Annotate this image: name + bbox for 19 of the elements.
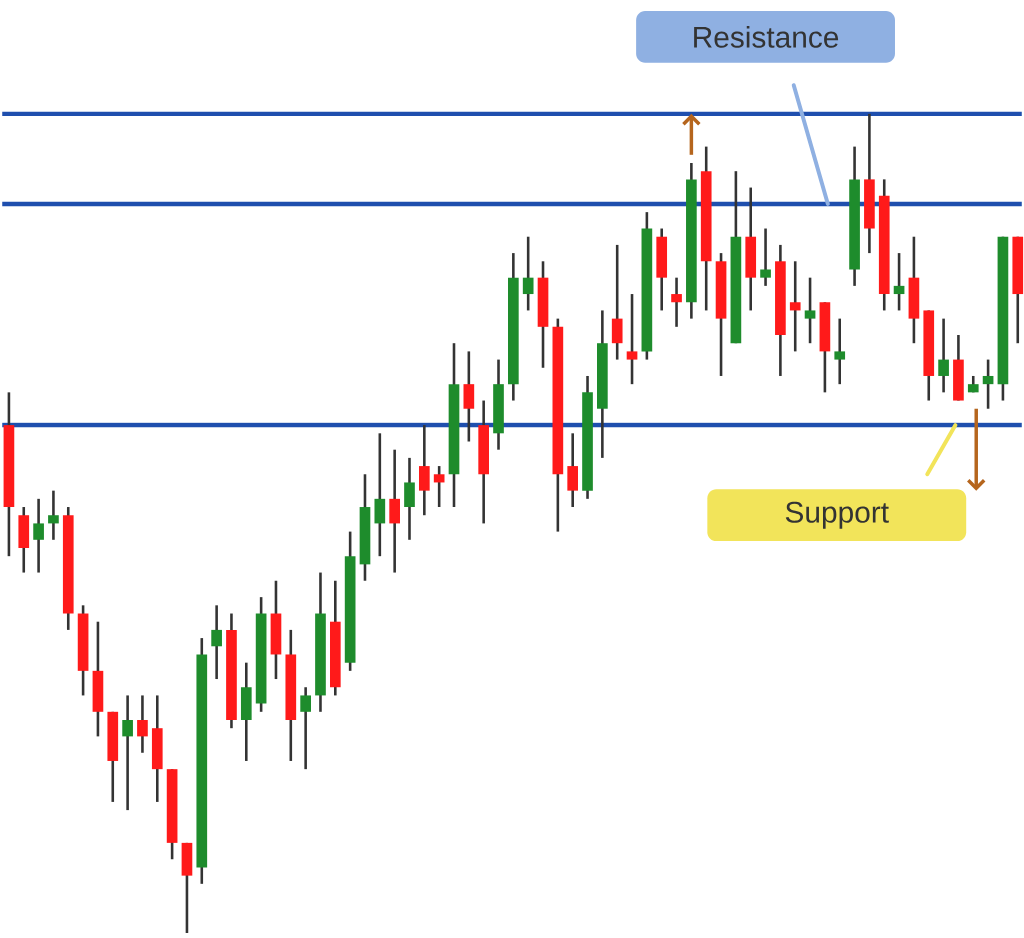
text: Resistance	[694, 25, 839, 48]
candlestick	[137, 694, 148, 755]
candlestick	[300, 685, 311, 771]
candlestick	[671, 276, 682, 329]
candlestick	[48, 489, 59, 542]
candlestick	[522, 235, 534, 312]
annotation: Support	[785, 501, 889, 529]
candlestick	[804, 276, 816, 345]
candlestick	[893, 251, 905, 312]
candlestick	[789, 260, 801, 353]
candlestick	[626, 292, 638, 386]
candlestick	[33, 497, 44, 574]
candlestick	[760, 227, 771, 288]
candlestick	[211, 604, 222, 681]
candlestick	[938, 317, 949, 394]
candlestick	[834, 317, 846, 386]
candlestick	[433, 464, 445, 509]
candlestick	[982, 358, 994, 411]
candlestick	[122, 694, 133, 812]
